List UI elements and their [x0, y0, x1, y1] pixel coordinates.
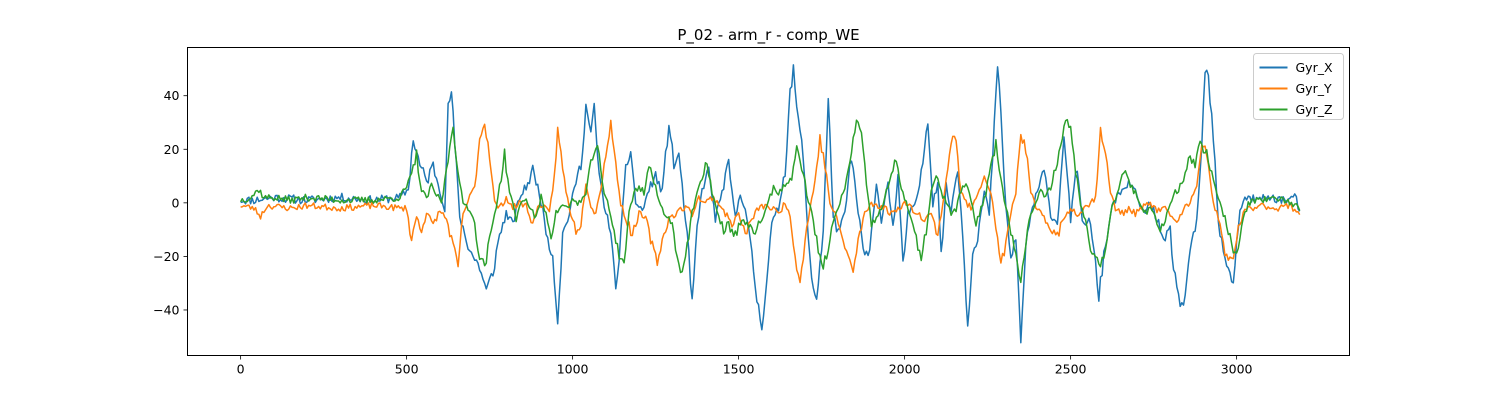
y-tick-label: −20 — [153, 249, 179, 264]
x-tick-label: 0 — [237, 362, 245, 377]
plot-frame — [187, 47, 1350, 356]
chart-title: P_02 - arm_r - comp_WE — [677, 26, 859, 45]
y-tick-label: −40 — [153, 302, 179, 317]
x-tick-label: 2000 — [889, 362, 921, 377]
series-line-gyr-y — [240, 119, 1301, 284]
legend: Gyr_X Gyr_Y Gyr_Z — [1253, 53, 1344, 120]
legend-label: Gyr_Y — [1296, 81, 1332, 96]
legend-label: Gyr_X — [1296, 60, 1333, 75]
x-tick-label: 1000 — [557, 362, 589, 377]
x-tick-label: 2500 — [1055, 362, 1087, 377]
x-tick-label: 500 — [395, 362, 419, 377]
y-tick-label: 0 — [172, 195, 180, 210]
y-tick-label: 40 — [164, 88, 180, 103]
x-axis: 0 500 1000 1500 2000 2500 3000 — [237, 355, 1253, 377]
plot-area — [239, 64, 1301, 344]
x-tick-label: 3000 — [1221, 362, 1253, 377]
y-axis: −40 −20 0 20 40 — [153, 88, 188, 317]
legend-frame — [1253, 53, 1344, 120]
legend-label: Gyr_Z — [1296, 102, 1333, 117]
x-tick-label: 1500 — [723, 362, 755, 377]
y-tick-label: 20 — [164, 142, 180, 157]
series-line-gyr-z — [239, 118, 1301, 284]
